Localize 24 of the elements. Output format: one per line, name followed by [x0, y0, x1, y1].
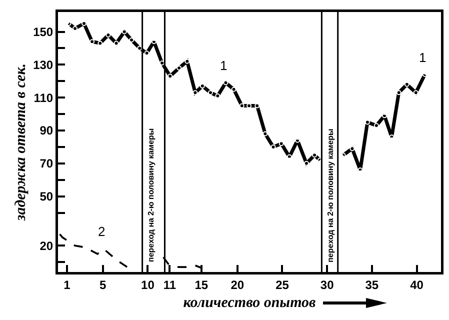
- series-label: 1: [419, 50, 426, 65]
- x-tick-label: 1: [64, 278, 71, 292]
- x2-tick-label: 11: [163, 278, 176, 292]
- x-axis-title: количество опытов: [183, 295, 316, 312]
- x-tick-label: 10: [141, 278, 155, 292]
- x-tick-label: 40: [410, 278, 424, 292]
- ref-line-label: переход на 2-ю половину камеры: [326, 128, 335, 262]
- y-tick-label: 50: [40, 190, 54, 204]
- text: 1: [220, 58, 228, 73]
- x-tick-label: 30: [320, 278, 334, 292]
- x2-tick-label: 15: [194, 278, 208, 292]
- ref-line-label: переход на 2-ю половину камеры: [146, 128, 156, 262]
- series-label: 2: [98, 224, 106, 239]
- y-axis-title: задержка ответа в сек.: [13, 63, 30, 222]
- y-tick-label: 150: [33, 24, 54, 39]
- x-tick-label: 20: [230, 278, 244, 292]
- y-tick-label: 130: [33, 58, 54, 72]
- y-tick-label: 70: [40, 156, 54, 171]
- y-tick-label: 20: [40, 238, 54, 253]
- y-tick-label: 110: [34, 90, 54, 105]
- x-tick-label: 25: [276, 278, 290, 292]
- x-tick-label: 35: [365, 278, 379, 292]
- x-tick-label: 5: [100, 278, 107, 292]
- y-tick-label: 90: [40, 124, 54, 138]
